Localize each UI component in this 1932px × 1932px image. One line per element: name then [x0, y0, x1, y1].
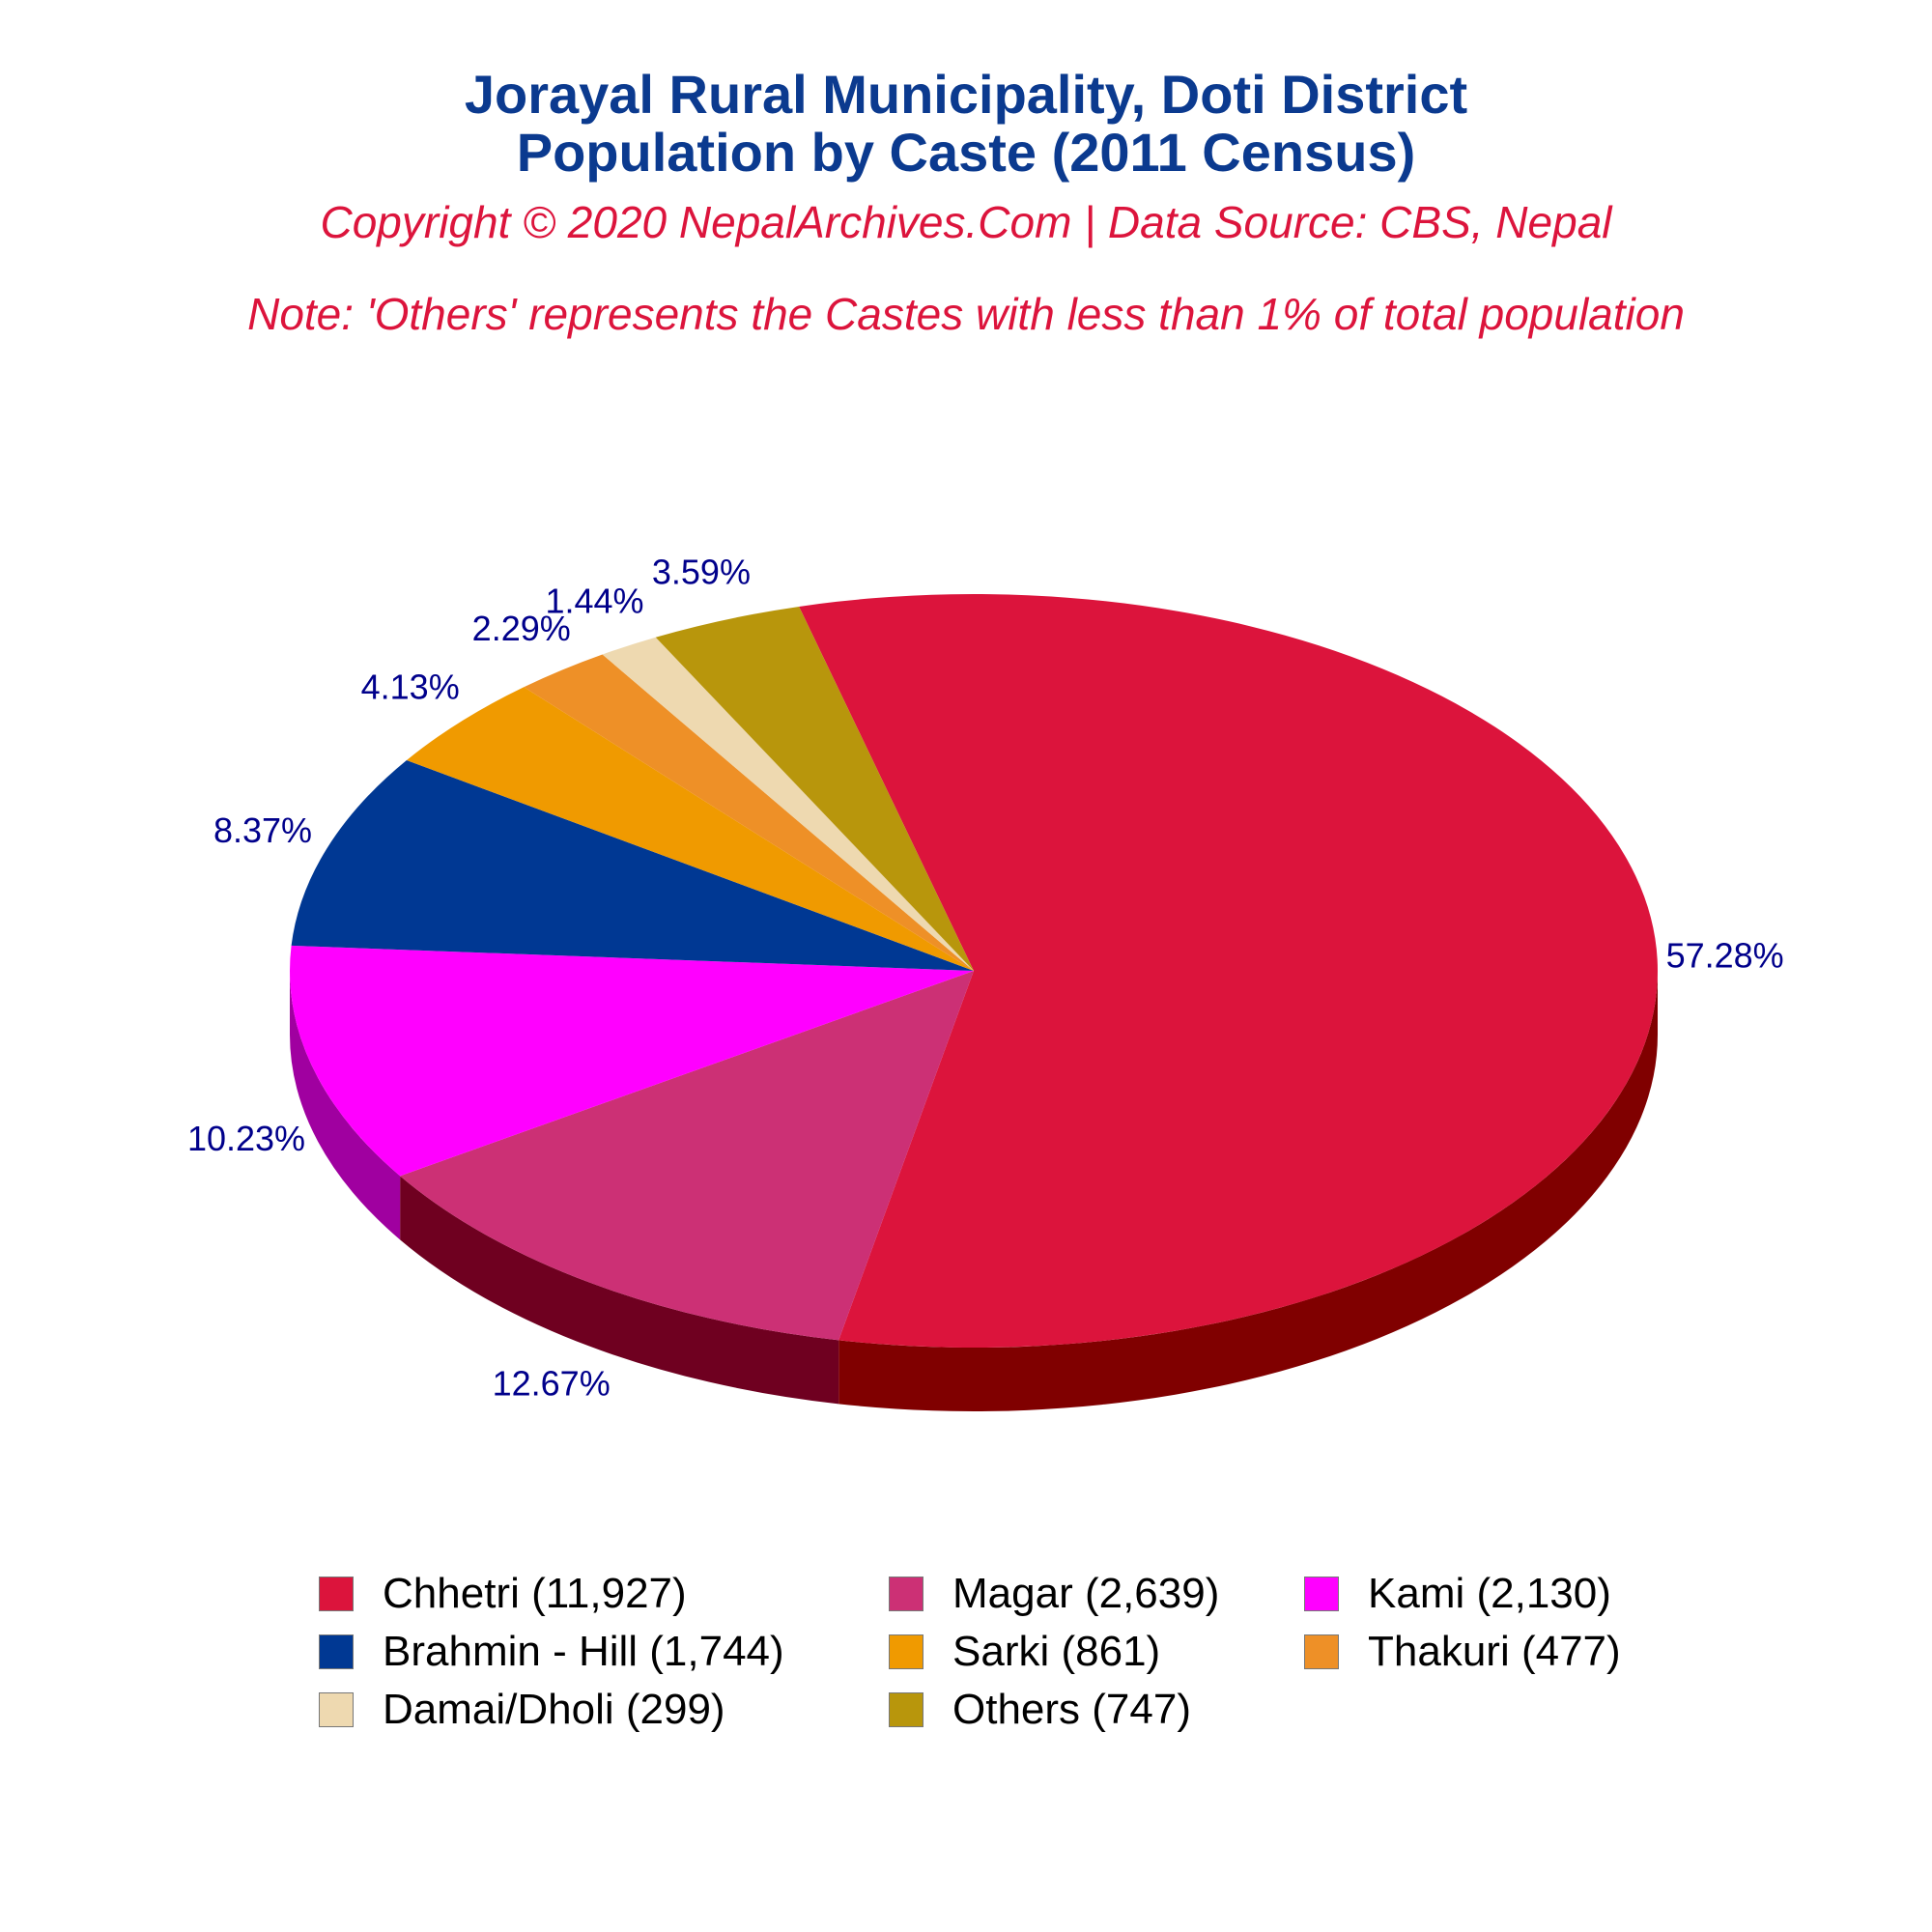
legend-label-chhetri: Chhetri (11,927) — [383, 1570, 687, 1617]
legend-item-sarki: Sarki (861) — [889, 1625, 1160, 1679]
percent-label-thakuri: 2.29% — [472, 609, 571, 648]
percent-label-brahmin-hill: 8.37% — [213, 810, 312, 850]
legend-item-magar: Magar (2,639) — [889, 1567, 1219, 1621]
legend-swatch-kami — [1304, 1577, 1339, 1611]
legend-item-brahmin-hill: Brahmin - Hill (1,744) — [319, 1625, 784, 1679]
pie-percent-labels: 57.28% 12.67% 10.23% 8.37% 4.13% 2.29%1.44%3.… — [187, 552, 1784, 1403]
legend-item-thakuri: Thakuri (477) — [1304, 1625, 1621, 1679]
chart-title-line1: Jorayal Rural Municipality, Doti Distric… — [464, 64, 1468, 125]
legend-item-damai-dholi: Damai/Dholi (299) — [319, 1683, 725, 1737]
legend-swatch-brahmin-hill — [319, 1634, 354, 1669]
legend-item-kami: Kami (2,130) — [1304, 1567, 1611, 1621]
legend-swatch-damai-dholi — [319, 1692, 354, 1727]
legend-swatch-thakuri — [1304, 1634, 1339, 1669]
legend-swatch-chhetri — [319, 1577, 354, 1611]
pie-slice-others — [655, 606, 974, 971]
percent-label-damai-dholi: 1.44% — [545, 582, 643, 621]
percent-label-magar: 12.67% — [493, 1363, 611, 1403]
percent-label-sarki: 4.13% — [361, 667, 460, 706]
chart-title-line2: Population by Caste (2011 Census) — [516, 122, 1416, 183]
pie-slice-magar — [400, 971, 974, 1341]
pie-side-kami — [290, 971, 401, 1240]
legend-label-magar: Magar (2,639) — [952, 1570, 1220, 1617]
legend-label-kami: Kami (2,130) — [1368, 1570, 1611, 1617]
pie-slice-kami — [290, 945, 974, 1177]
percent-label-others: 3.59% — [652, 552, 751, 591]
pie-sides — [290, 971, 1658, 1411]
legend-label-others: Others (747) — [952, 1686, 1191, 1733]
percent-label-kami: 10.23% — [187, 1119, 305, 1158]
pie-slice-sarki — [406, 687, 974, 971]
legend-item-others: Others (747) — [889, 1683, 1191, 1737]
legend-label-sarki: Sarki (861) — [952, 1628, 1161, 1675]
legend-swatch-magar — [889, 1577, 923, 1611]
note-subtitle: Note: 'Others' represents the Castes wit… — [247, 289, 1685, 339]
pie-side-chhetri — [838, 971, 1658, 1411]
pie-slice-damai-dholi — [602, 637, 974, 971]
percent-label-chhetri: 57.28% — [1666, 935, 1784, 975]
legend-label-brahmin-hill: Brahmin - Hill (1,744) — [383, 1628, 784, 1675]
legend-swatch-sarki — [889, 1634, 923, 1669]
legend-item-chhetri: Chhetri (11,927) — [319, 1567, 687, 1621]
legend-label-thakuri: Thakuri (477) — [1368, 1628, 1621, 1675]
pie-side-magar — [400, 1176, 839, 1405]
legend-swatch-others — [889, 1692, 923, 1727]
pie-slice-chhetri — [799, 594, 1658, 1348]
pie-slices — [290, 594, 1658, 1348]
legend-label-damai-dholi: Damai/Dholi (299) — [383, 1686, 725, 1733]
pie-slice-brahmin-hill — [291, 759, 975, 971]
pie-slice-thakuri — [524, 654, 974, 971]
copyright-subtitle: Copyright © 2020 NepalArchives.Com | Dat… — [320, 197, 1612, 247]
